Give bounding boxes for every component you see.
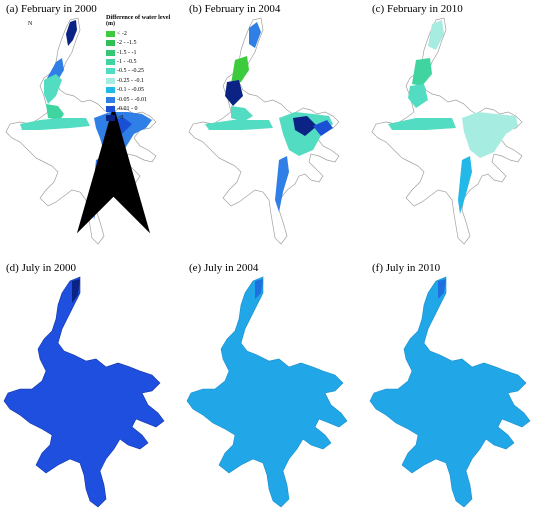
legend-swatch <box>106 40 115 47</box>
legend-swatch <box>106 96 115 103</box>
panel-label: (d) July in 2000 <box>6 262 76 274</box>
legend-label: -0.05 - -0.01 <box>117 96 147 103</box>
legend-item: -0.05 - -0.01 <box>106 95 182 104</box>
legend-swatch <box>106 115 115 122</box>
legend-label: -0.1 - -0.05 <box>117 87 144 94</box>
legend-label: < -2 <box>117 30 127 37</box>
legend-swatch <box>106 77 115 84</box>
panel-label: (b) February in 2004 <box>189 3 281 15</box>
panel-label: (c) February in 2010 <box>372 3 463 15</box>
map-jul-2010 <box>369 276 531 508</box>
legend-swatch <box>106 68 115 75</box>
map-jul-2004 <box>186 276 348 508</box>
legend-label: -1 - -0.5 <box>117 59 137 66</box>
north-arrow: N <box>22 21 151 234</box>
map-jul-2000 <box>3 276 165 508</box>
panel-feb-2004: (b) February in 2004 <box>183 0 366 258</box>
panel-label: (f) July in 2010 <box>372 262 441 274</box>
legend-item: -0.5 - -0.25 <box>106 67 182 76</box>
legend-label: -2 - -1.5 <box>117 40 137 47</box>
legend-title: Difference of water level <box>106 14 171 21</box>
legend-label: -0.01 - 0 <box>117 106 138 113</box>
legend-item: < -2 <box>106 29 182 38</box>
legend-swatch <box>106 30 115 37</box>
north-arrow-label: N <box>28 21 33 27</box>
map-feb-2010 <box>371 17 523 245</box>
legend-label: -1.5 - -1 <box>117 49 137 56</box>
legend-item: -0.25 - -0.1 <box>106 76 182 85</box>
legend-label: -0.25 - -0.1 <box>117 77 144 84</box>
panel-label: (a) February in 2000 <box>6 3 97 15</box>
map-feb-2004 <box>188 17 340 245</box>
legend-swatch <box>106 49 115 56</box>
legend-label: >0 <box>117 115 124 122</box>
panel-feb-2000: (a) February in 2000 N Difference of wat… <box>0 0 183 258</box>
panel-jul-2010: (f) July in 2010 <box>366 259 549 517</box>
legend-label: -0.5 - -0.25 <box>117 68 144 75</box>
legend-item: -1.5 - -1 <box>106 48 182 57</box>
legend-item: -0.01 - 0 <box>106 104 182 113</box>
legend-item: >0 <box>106 114 182 123</box>
legend-item: -0.1 - -0.05 <box>106 86 182 95</box>
panel-jul-2004: (e) July in 2004 <box>183 259 366 517</box>
legend-swatch <box>106 59 115 66</box>
legend-item: -1 - -0.5 <box>106 57 182 66</box>
legend-item: -2 - -1.5 <box>106 39 182 48</box>
legend-swatch <box>106 106 115 113</box>
panel-feb-2010: (c) February in 2010 <box>366 0 549 258</box>
panel-label: (e) July in 2004 <box>189 262 259 274</box>
north-arrow-icon <box>76 105 151 234</box>
legend: Difference of water level (m) < -2 -2 - -… <box>106 14 182 123</box>
legend-swatch <box>106 87 115 94</box>
panel-jul-2000: (d) July in 2000 <box>0 259 183 517</box>
legend-unit: (m) <box>106 21 115 28</box>
